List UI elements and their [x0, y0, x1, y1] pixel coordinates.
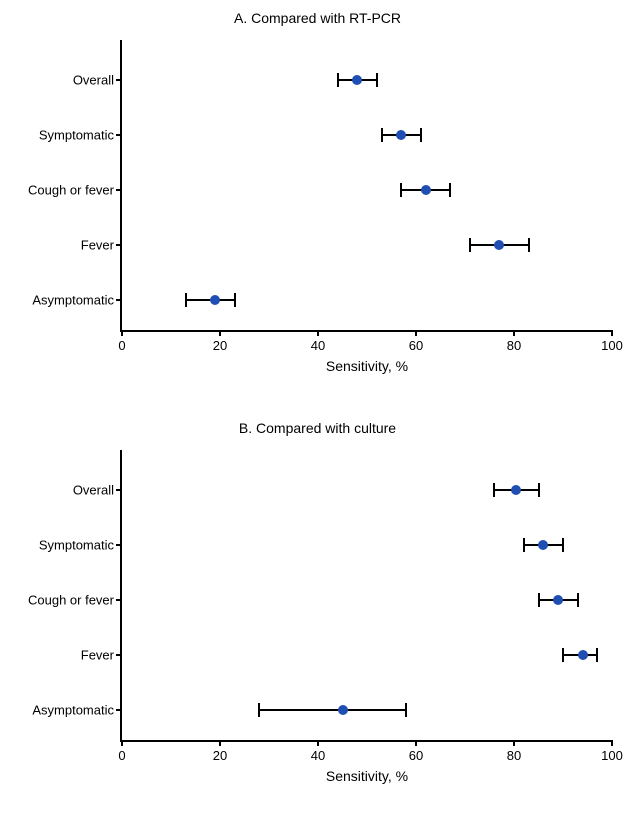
- x-tick-label: 40: [311, 338, 325, 353]
- error-cap: [596, 648, 598, 662]
- y-tick-label: Asymptomatic: [32, 293, 114, 308]
- x-tick-mark: [415, 740, 417, 746]
- error-bar: [259, 709, 406, 711]
- y-tick-label: Fever: [81, 648, 114, 663]
- error-cap: [562, 648, 564, 662]
- y-tick-label: Overall: [73, 73, 114, 88]
- data-point: [421, 185, 431, 195]
- x-tick-mark: [219, 330, 221, 336]
- error-cap: [577, 593, 579, 607]
- error-cap: [405, 703, 407, 717]
- x-tick-mark: [121, 740, 123, 746]
- error-cap: [185, 293, 187, 307]
- x-tick-mark: [513, 330, 515, 336]
- y-tick-mark: [116, 489, 122, 491]
- error-cap: [400, 183, 402, 197]
- x-tick-label: 100: [601, 338, 623, 353]
- x-tick-label: 60: [409, 748, 423, 763]
- error-cap: [528, 238, 530, 252]
- error-cap: [449, 183, 451, 197]
- error-cap: [376, 73, 378, 87]
- y-tick-label: Symptomatic: [39, 128, 114, 143]
- data-point: [511, 485, 521, 495]
- panel-b-plot-area: Sensitivity, % 020406080100OverallSympto…: [120, 450, 612, 742]
- panel-b: B. Compared with culture Sensitivity, % …: [0, 420, 635, 810]
- x-tick-label: 80: [507, 338, 521, 353]
- x-tick-mark: [611, 330, 613, 336]
- x-tick-label: 20: [213, 748, 227, 763]
- x-tick-label: 40: [311, 748, 325, 763]
- y-tick-mark: [116, 79, 122, 81]
- data-point: [338, 705, 348, 715]
- x-tick-label: 20: [213, 338, 227, 353]
- error-cap: [523, 538, 525, 552]
- y-tick-mark: [116, 654, 122, 656]
- y-tick-label: Cough or fever: [28, 593, 114, 608]
- y-tick-label: Asymptomatic: [32, 703, 114, 718]
- x-tick-mark: [317, 740, 319, 746]
- x-tick-mark: [415, 330, 417, 336]
- data-point: [352, 75, 362, 85]
- y-tick-mark: [116, 709, 122, 711]
- y-tick-mark: [116, 189, 122, 191]
- y-tick-mark: [116, 244, 122, 246]
- x-tick-label: 60: [409, 338, 423, 353]
- y-tick-label: Fever: [81, 238, 114, 253]
- data-point: [494, 240, 504, 250]
- x-tick-mark: [513, 740, 515, 746]
- y-tick-mark: [116, 599, 122, 601]
- y-tick-mark: [116, 544, 122, 546]
- error-cap: [562, 538, 564, 552]
- y-tick-mark: [116, 134, 122, 136]
- data-point: [210, 295, 220, 305]
- y-tick-label: Symptomatic: [39, 538, 114, 553]
- error-cap: [493, 483, 495, 497]
- error-cap: [337, 73, 339, 87]
- panel-a-x-axis-label: Sensitivity, %: [122, 358, 612, 374]
- x-tick-mark: [317, 330, 319, 336]
- x-tick-mark: [219, 740, 221, 746]
- error-cap: [420, 128, 422, 142]
- x-tick-label: 100: [601, 748, 623, 763]
- y-tick-label: Cough or fever: [28, 183, 114, 198]
- error-cap: [258, 703, 260, 717]
- panel-a-plot-area: Sensitivity, % 020406080100OverallSympto…: [120, 40, 612, 332]
- x-tick-mark: [121, 330, 123, 336]
- panel-b-title: B. Compared with culture: [0, 420, 635, 436]
- x-tick-mark: [611, 740, 613, 746]
- data-point: [396, 130, 406, 140]
- x-tick-label: 80: [507, 748, 521, 763]
- data-point: [553, 595, 563, 605]
- data-point: [578, 650, 588, 660]
- error-cap: [538, 483, 540, 497]
- error-cap: [469, 238, 471, 252]
- y-tick-label: Overall: [73, 483, 114, 498]
- y-tick-mark: [116, 299, 122, 301]
- error-cap: [538, 593, 540, 607]
- error-cap: [381, 128, 383, 142]
- x-tick-label: 0: [118, 748, 125, 763]
- chart-container: A. Compared with RT-PCR Sensitivity, % 0…: [0, 0, 635, 821]
- x-tick-label: 0: [118, 338, 125, 353]
- panel-a-title: A. Compared with RT-PCR: [0, 10, 635, 26]
- data-point: [538, 540, 548, 550]
- error-cap: [234, 293, 236, 307]
- panel-b-x-axis-label: Sensitivity, %: [122, 768, 612, 784]
- panel-a: A. Compared with RT-PCR Sensitivity, % 0…: [0, 10, 635, 400]
